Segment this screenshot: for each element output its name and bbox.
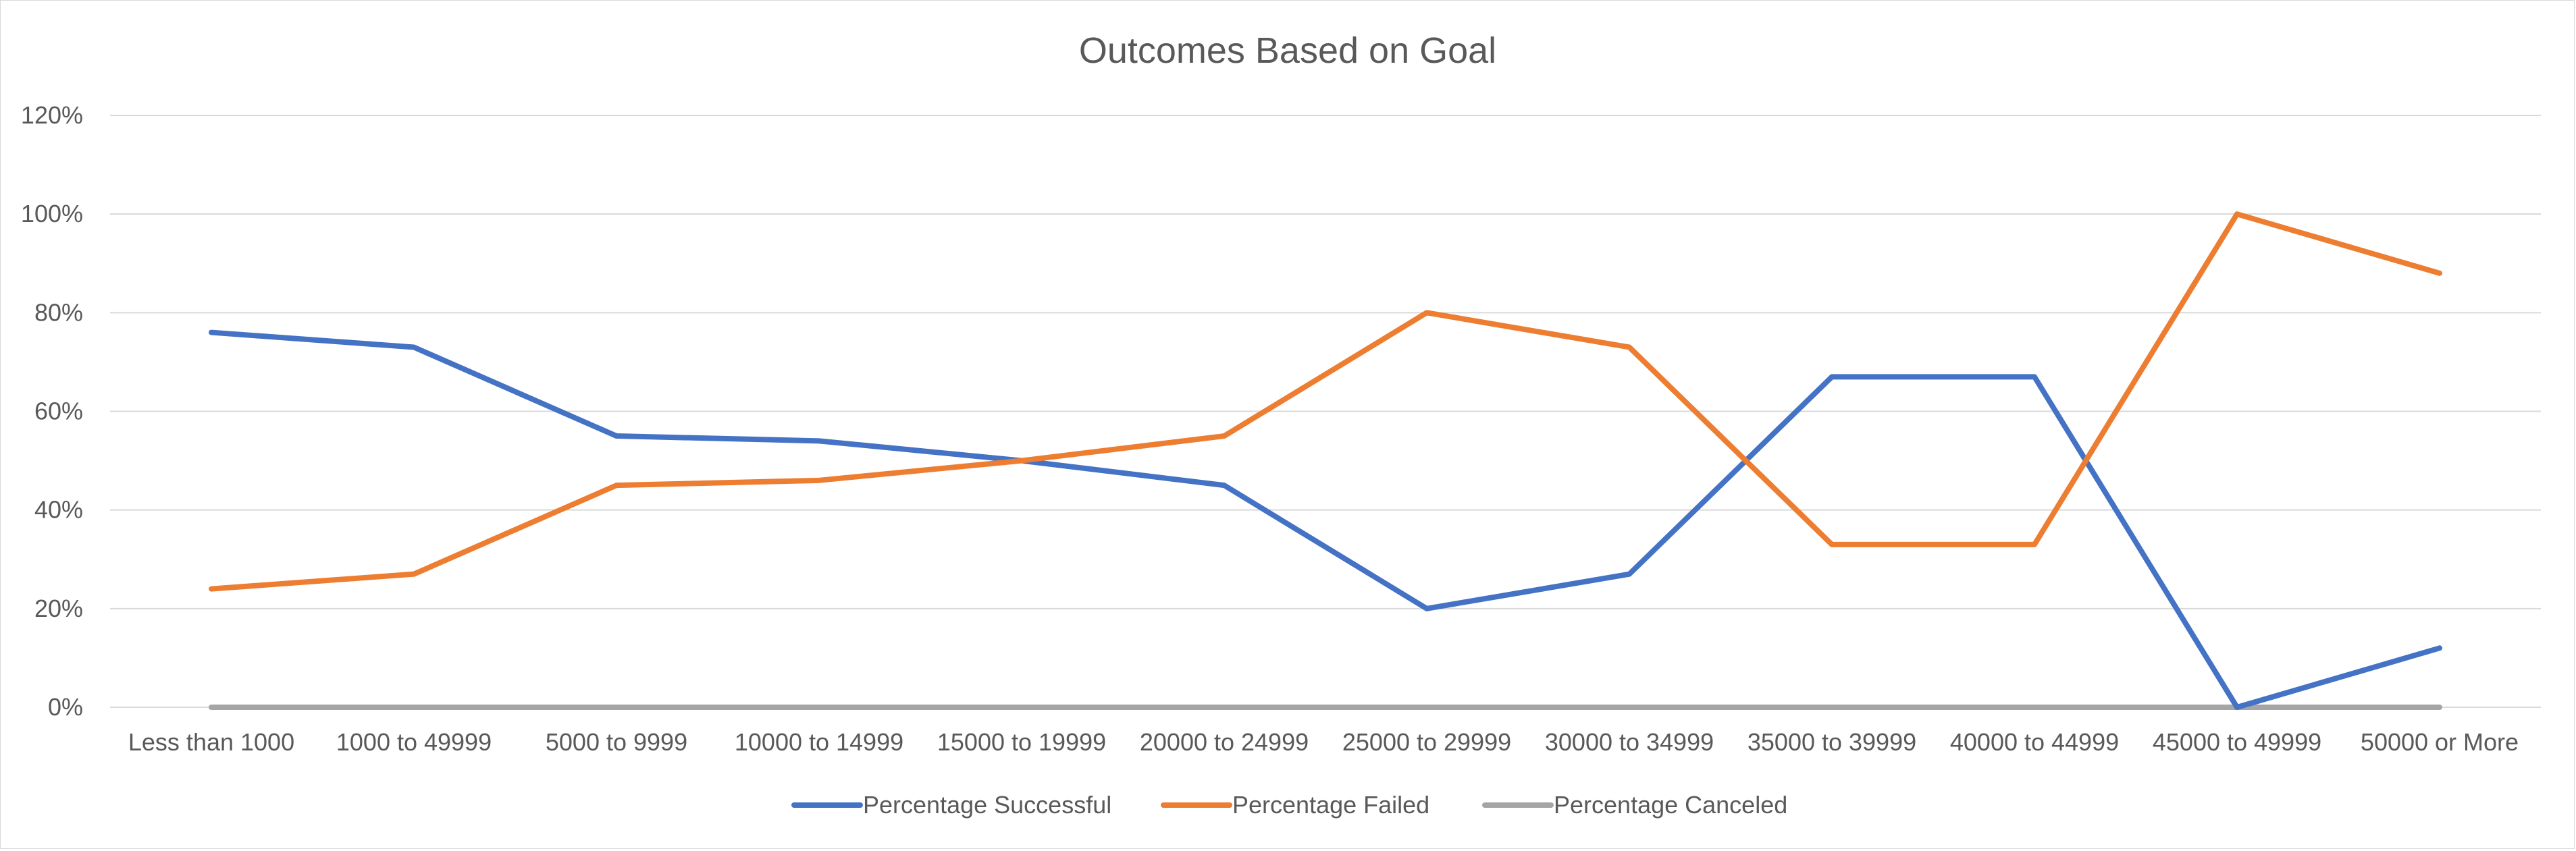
- x-tick-label: 1000 to 49999: [336, 728, 492, 756]
- y-tick-label: 60%: [34, 397, 83, 425]
- gridlines: [110, 115, 2541, 708]
- x-tick-label: 20000 to 24999: [1140, 728, 1309, 756]
- legend: Percentage Successful Percentage Failed Pe…: [791, 791, 1787, 819]
- y-axis-ticks: 0% 20% 40% 60% 80% 100% 120%: [21, 101, 83, 721]
- legend-label: Percentage Successful: [863, 791, 1111, 819]
- x-tick-label: 30000 to 34999: [1545, 728, 1714, 756]
- y-tick-label: 20%: [34, 595, 83, 622]
- x-axis-ticks: Less than 1000 1000 to 49999 5000 to 9999 1…: [128, 728, 2519, 756]
- x-tick-label: 25000 to 29999: [1342, 728, 1511, 756]
- x-tick-label: 45000 to 49999: [2153, 728, 2321, 756]
- x-tick-label: 10000 to 14999: [735, 728, 903, 756]
- x-tick-label: 15000 to 19999: [937, 728, 1106, 756]
- x-tick-label: 5000 to 9999: [546, 728, 687, 756]
- chart-title: Outcomes Based on Goal: [1079, 30, 1496, 71]
- y-tick-label: 80%: [34, 298, 83, 326]
- y-tick-label: 100%: [21, 200, 83, 227]
- y-tick-label: 0%: [48, 693, 83, 721]
- x-tick-label: 35000 to 39999: [1747, 728, 1916, 756]
- x-tick-label: 40000 to 44999: [1950, 728, 2119, 756]
- y-tick-label: 120%: [21, 101, 83, 129]
- series-lines: [209, 211, 2442, 710]
- legend-label: Percentage Canceled: [1554, 791, 1787, 819]
- legend-label: Percentage Failed: [1232, 791, 1429, 819]
- y-tick-label: 40%: [34, 496, 83, 524]
- series-line-percentage-successful: [209, 329, 2442, 710]
- x-tick-label: 50000 or More: [2361, 728, 2519, 756]
- x-tick-label: Less than 1000: [128, 728, 294, 756]
- series-line-percentage-failed: [209, 211, 2442, 592]
